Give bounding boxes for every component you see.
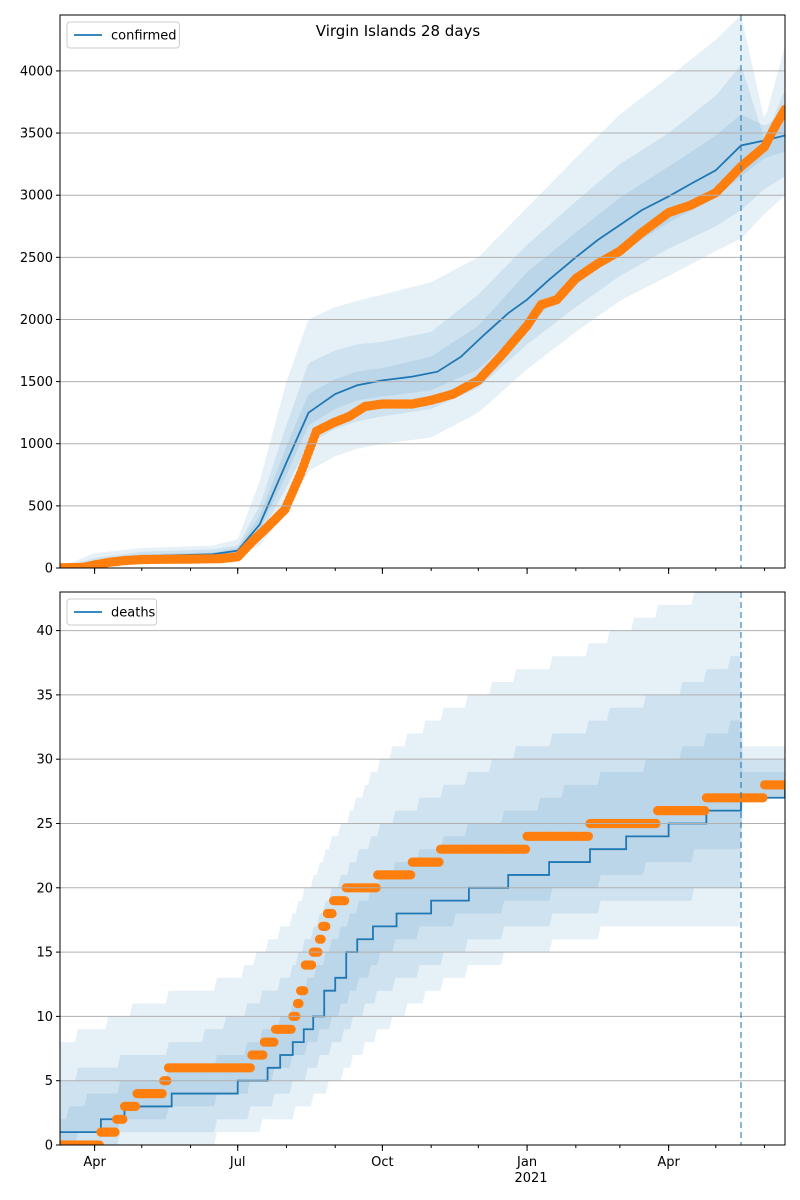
confirmed-ytick-label: 3500 — [20, 127, 53, 142]
deaths-observed-point — [110, 1127, 120, 1137]
confirmed-ytick-label: 1000 — [20, 437, 53, 452]
confirmed-median-line — [60, 134, 785, 568]
confirmed-ytick-label: 2500 — [20, 251, 53, 266]
deaths-observed-point — [700, 806, 710, 816]
deaths-ytick-label: 25 — [36, 817, 53, 832]
deaths-observed-point — [321, 921, 331, 932]
deaths-legend-label: deaths — [111, 606, 156, 621]
year-label: 2021 — [514, 1171, 547, 1186]
deaths-ytick-label: 35 — [36, 688, 53, 703]
deaths-xtick-label: Jan — [516, 1155, 537, 1170]
deaths-observed-point — [583, 831, 594, 841]
deaths-observed-point — [316, 934, 326, 944]
deaths-observed-point — [758, 793, 768, 803]
confirmed-ytick-label: 4000 — [20, 64, 53, 79]
deaths-observed-point — [130, 1101, 141, 1111]
deaths-ytick-label: 40 — [36, 624, 53, 639]
confirmed-plot-area — [60, 16, 785, 568]
deaths-observed-point — [286, 1024, 296, 1034]
confirmed-observed-points — [60, 104, 785, 568]
deaths-observed-point — [299, 986, 309, 996]
deaths-legend-box — [66, 598, 158, 626]
deaths-ytick-label: 15 — [36, 946, 53, 961]
confirmed-panel: 0 500 1000 1500 2000 2500 3000 3500 4000 confirme… — [20, 14, 786, 577]
deaths-observed-point — [340, 896, 350, 906]
deaths-observed-point — [434, 857, 444, 867]
deaths-observed-point — [258, 1050, 268, 1060]
deaths-observed-point — [307, 960, 317, 970]
confirmed-ytick-label: 3000 — [20, 189, 53, 204]
deaths-xtick-label: Apr — [83, 1155, 106, 1170]
confirmed-observed-point — [780, 104, 785, 114]
deaths-observed-point — [94, 1140, 104, 1145]
deaths-observed-point — [406, 870, 416, 880]
deaths-observed-points — [60, 780, 785, 1145]
deaths-panel: 0 5 10 15 20 25 30 35 40 Apr Jul Oct Jan Apr deaths — [36, 591, 786, 1170]
deaths-frame — [59, 591, 786, 1146]
deaths-ytick-label: 0 — [45, 1139, 53, 1154]
confirmed-band-middle — [60, 66, 785, 568]
chart-title: Virgin Islands 28 days — [316, 22, 481, 40]
deaths-observed-point — [780, 780, 785, 790]
deaths-observed-point — [520, 844, 531, 854]
deaths-band-middle — [60, 656, 785, 1145]
confirmed-ytick-label: 1500 — [20, 375, 53, 390]
deaths-observed-point — [294, 998, 304, 1009]
deaths-observed-point — [327, 908, 337, 919]
deaths-plot-area — [60, 592, 785, 1145]
deaths-xtick-label: Apr — [657, 1155, 680, 1170]
deaths-observed-point — [245, 1063, 255, 1073]
confirmed-legend: confirmed — [66, 21, 180, 49]
confirmed-ytick-label: 0 — [45, 562, 53, 577]
confirmed-legend-label: confirmed — [111, 29, 177, 44]
confirmed-frame — [59, 14, 786, 569]
deaths-ytick-label: 5 — [45, 1074, 53, 1089]
deaths-band-outer — [60, 592, 785, 1145]
deaths-xtick-label: Oct — [371, 1155, 393, 1170]
confirmed-ytick-label: 2000 — [20, 313, 53, 328]
confirmed-legend-box — [66, 21, 180, 49]
deaths-observed-point — [118, 1114, 128, 1124]
deaths-ytick-label: 30 — [36, 753, 53, 768]
deaths-xtick-label: Jul — [229, 1155, 246, 1170]
deaths-legend: deaths — [66, 598, 158, 626]
deaths-ytick-label: 20 — [36, 881, 53, 896]
deaths-observed-point — [269, 1037, 279, 1047]
confirmed-band-inner — [60, 114, 785, 568]
deaths-ytick-label: 10 — [36, 1010, 53, 1025]
confirmed-ytick-label: 500 — [28, 499, 53, 514]
deaths-observed-point — [157, 1089, 167, 1099]
confirmed-band-outer — [60, 16, 785, 568]
